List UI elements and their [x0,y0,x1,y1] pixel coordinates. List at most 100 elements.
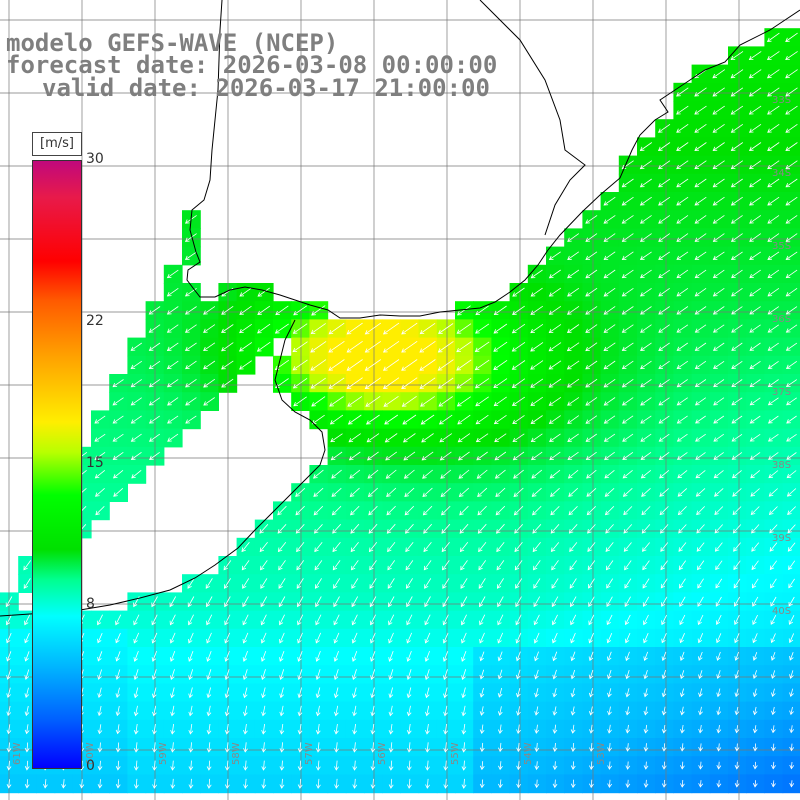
wind-cell [436,337,456,357]
wind-arrow [749,233,762,242]
wind-arrow [6,632,12,644]
wind-arrow [588,651,594,662]
wind-arrow [643,743,649,752]
wind-cell [746,319,765,339]
wind-arrow [24,724,30,735]
wind-cell [600,301,620,320]
wind-cell [673,428,693,448]
wind-cell [527,556,547,575]
wind-cell [473,446,492,466]
lon-label: 56W [377,742,388,765]
wind-cell [564,537,583,557]
wind-cell [418,556,438,575]
wind-arrow [696,506,705,516]
wind-cell [637,173,656,193]
wind-arrow [206,760,212,771]
wind-arrow [568,487,579,497]
wind-arrow [369,614,376,626]
wind-arrow [697,633,704,644]
wind-cell [655,246,674,266]
wind-arrow [351,650,358,662]
wind-arrow [311,414,325,425]
wind-arrow [603,415,616,424]
wind-arrow [297,705,303,717]
wind-cell [764,173,784,193]
wind-cell [345,574,365,593]
wind-arrow [115,760,121,771]
wind-cell [764,64,784,84]
wind-cell [746,592,765,612]
wind-arrow [698,670,703,680]
wind-arrow [588,669,594,680]
wind-cell [655,283,674,302]
wind-arrow [731,452,743,460]
wind-cell [655,410,674,430]
wind-cell [382,410,401,430]
wind-arrow [477,523,487,534]
wind-arrow [625,688,630,698]
wind-arrow [621,397,634,406]
colorbar-tick-0: 0 [86,758,95,774]
wind-arrow [734,614,740,625]
wind-cell [618,210,638,229]
wind-cell [564,592,583,612]
wind-cell [637,192,656,211]
wind-arrow [770,578,777,589]
wind-arrow [257,287,270,297]
wind-arrow [133,723,139,735]
wind-arrow [715,578,723,589]
wind-cell [600,556,620,575]
wind-cell [127,446,147,466]
wind-cell [746,337,765,357]
wind-arrow [293,305,308,316]
wind-arrow [767,215,780,224]
wind-cell [600,283,620,302]
wind-arrow [5,596,13,608]
wind-cell [746,556,765,575]
wind-arrow [789,743,795,752]
wind-cell [764,283,784,302]
wind-cell [564,556,583,575]
wind-arrow [715,596,722,607]
wind-arrow [422,487,433,498]
wind-cell [509,574,529,593]
wind-arrow [425,778,431,789]
wind-cell [746,446,765,466]
wind-arrow [676,360,689,370]
wind-cell [637,155,656,175]
wind-arrow [643,669,649,680]
wind-arrow [567,269,580,279]
wind-cell [200,355,219,375]
wind-cell [764,428,784,448]
wind-cell [0,592,19,612]
wind-arrow [497,724,503,734]
wind-arrow [311,305,326,316]
wind-cell [564,610,583,630]
wind-cell [455,465,474,484]
wind-arrow [588,614,595,626]
wind-cell [728,319,747,339]
wind-cell [637,319,656,339]
wind-cell [163,610,183,630]
wind-arrow [515,614,522,626]
wind-cell [309,592,329,612]
wind-arrow [292,341,308,353]
wind-arrow [680,761,685,770]
wind-cell [273,301,292,320]
wind-arrow [752,743,758,752]
wind-arrow [676,342,689,351]
wind-cell [473,337,492,357]
wind-arrow [658,287,670,297]
wind-cell [291,537,310,557]
wind-cell [382,483,401,502]
wind-cell [564,501,583,521]
wind-arrow [607,743,613,752]
wind-arrow [749,196,762,206]
wind-arrow [112,415,124,424]
wind-cell [637,264,656,284]
wind-cell [236,537,256,557]
wind-cell [709,101,729,120]
wind-arrow [534,742,540,753]
wind-arrow [203,306,216,315]
wind-arrow [752,633,758,644]
